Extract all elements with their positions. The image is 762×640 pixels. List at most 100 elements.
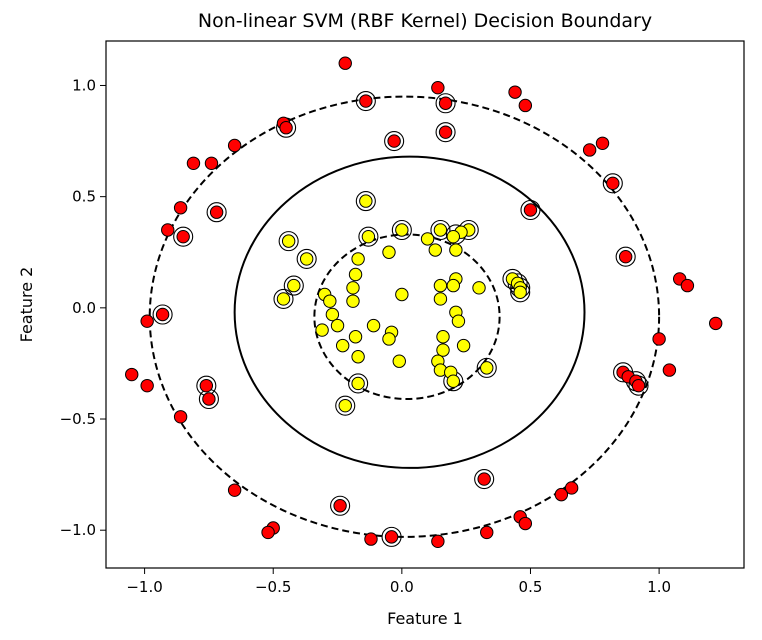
- class-0-point: [438, 125, 453, 139]
- class-0-point: [227, 483, 242, 497]
- support-vector-ring: [273, 288, 294, 309]
- x-tick-label: −0.5: [255, 578, 291, 596]
- support-vector-ring: [173, 226, 194, 247]
- class-1-point: [351, 376, 365, 391]
- class-0-point: [155, 307, 170, 322]
- y-tick-label: −1.0: [60, 521, 96, 539]
- support-vector-ring: [335, 395, 356, 416]
- class-0-point: [595, 136, 610, 150]
- class-0-point: [431, 534, 445, 549]
- class-1-point: [428, 243, 442, 257]
- class-1-point: [315, 323, 329, 337]
- class-0-point: [564, 481, 579, 495]
- class-1-point: [395, 287, 409, 302]
- x-tick-label: 0.0: [390, 578, 414, 596]
- class-1-point: [351, 252, 365, 266]
- support-vector-ring: [330, 495, 351, 516]
- class-1-point: [436, 330, 450, 344]
- support-vector-ring: [278, 231, 299, 252]
- class-1-point: [433, 292, 448, 306]
- class-0-point: [140, 314, 154, 328]
- class-1-point: [456, 338, 471, 353]
- class-0-point: [359, 94, 373, 108]
- class-1-point: [325, 307, 340, 322]
- class-1-point: [451, 314, 466, 328]
- y-tick-label: 0.5: [72, 188, 96, 206]
- class-1-point: [361, 229, 376, 244]
- support-vector-ring: [296, 248, 317, 269]
- class-1-point: [382, 332, 396, 346]
- support-vector-ring: [152, 304, 173, 325]
- class-0-point: [518, 98, 533, 113]
- class-0-point: [202, 392, 216, 406]
- class-1-point: [446, 229, 460, 244]
- class-1-point: [366, 318, 381, 333]
- y-axis-label: Feature 2: [17, 267, 36, 343]
- class-0-point: [227, 138, 242, 153]
- class-1-point: [472, 281, 486, 295]
- class-0-point: [523, 203, 538, 217]
- chart-title: Non-linear SVM (RBF Kernel) Decision Bou…: [198, 10, 652, 32]
- y-tick-label: −0.5: [60, 410, 96, 428]
- class-1-point: [446, 278, 460, 293]
- class-1-point: [299, 252, 314, 266]
- support-vector-ring: [206, 202, 227, 223]
- class-0-point: [199, 378, 214, 393]
- class-0-point: [618, 249, 633, 264]
- class-0-point: [279, 121, 293, 135]
- support-vector-ring: [430, 219, 451, 241]
- class-1-point: [330, 318, 345, 333]
- class-0-point: [387, 134, 401, 148]
- support-vector-ring: [355, 90, 376, 112]
- class-0-point: [606, 176, 620, 191]
- class-1-point: [348, 330, 363, 344]
- support-vector-ring: [358, 226, 379, 247]
- class-0-point: [161, 223, 175, 237]
- support-vector-ring: [602, 173, 623, 194]
- class-0-point: [518, 516, 533, 531]
- class-0-point: [480, 525, 494, 540]
- x-tick-label: −1.0: [126, 578, 162, 596]
- class-1-point: [287, 278, 301, 293]
- class-1-point: [382, 245, 396, 259]
- class-0-point: [554, 487, 569, 502]
- class-1-point: [433, 223, 448, 237]
- class-0-point: [209, 205, 224, 219]
- class-0-point: [652, 332, 666, 346]
- class-1-point: [449, 243, 463, 257]
- class-1-point: [420, 232, 435, 246]
- class-1-point: [351, 350, 365, 364]
- plot-frame: [105, 40, 745, 569]
- class-0-point: [680, 278, 695, 293]
- class-0-point: [431, 80, 445, 95]
- decision-boundary-contour: [233, 155, 586, 469]
- support-vector-ring: [384, 131, 405, 152]
- class-0-point: [173, 410, 188, 424]
- class-0-point: [173, 201, 188, 215]
- support-vector-ring: [283, 275, 304, 296]
- class-0-point: [384, 530, 399, 544]
- class-1-point: [359, 194, 373, 208]
- y-tick-label: 1.0: [72, 76, 96, 94]
- x-axis-label: Feature 1: [387, 609, 463, 628]
- plot-area: −1.0 −0.5 0.0 0.5 1.0 1.0 0.5 0.0 −0.5 −1.0: [60, 40, 745, 596]
- class-0-point: [631, 378, 646, 393]
- class-1-point: [480, 361, 494, 375]
- class-0-point: [176, 229, 190, 244]
- class-0-point: [438, 96, 453, 110]
- class-0-point: [709, 316, 723, 331]
- plot-content: [125, 56, 723, 549]
- class-0-point: [204, 156, 219, 170]
- margin-contour-plus: [148, 95, 661, 538]
- class-0-point: [508, 85, 522, 99]
- class-0-point: [662, 363, 677, 377]
- class-0-point: [338, 56, 352, 70]
- class-1-point: [338, 398, 352, 413]
- class-1-point: [348, 267, 363, 282]
- support-vector-ring: [520, 199, 541, 221]
- class-0-point: [140, 378, 154, 393]
- class-0-point: [186, 156, 201, 170]
- class-1-point: [281, 234, 296, 248]
- class-1-point: [446, 374, 460, 388]
